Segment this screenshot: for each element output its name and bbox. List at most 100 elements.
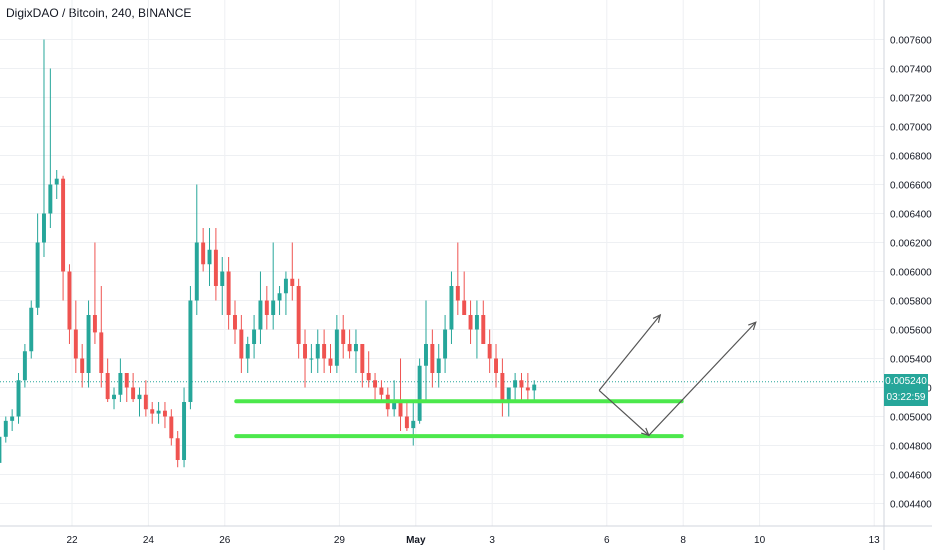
candle-body	[67, 271, 72, 330]
candle	[424, 300, 428, 402]
candle-body	[42, 213, 46, 243]
candle	[3, 416, 8, 443]
candle-body	[258, 300, 263, 330]
candle-body	[347, 344, 352, 352]
candle-body	[398, 402, 403, 417]
candle-body	[131, 387, 136, 400]
candle	[462, 271, 467, 315]
candle-body	[233, 315, 237, 330]
candle-body	[175, 438, 180, 460]
candle	[156, 402, 161, 424]
candle-body	[290, 278, 295, 286]
candle	[175, 431, 180, 468]
x-tick-label: 6	[604, 535, 610, 546]
projection-arrow	[598, 314, 661, 391]
candle	[430, 329, 435, 388]
candle	[239, 315, 244, 373]
candle-body	[334, 329, 339, 366]
grid-layer	[0, 0, 884, 526]
candle	[500, 358, 505, 417]
candle	[366, 351, 371, 388]
candle-body	[143, 394, 148, 410]
candle	[42, 39, 46, 257]
candle-body	[277, 293, 282, 301]
candle-body	[392, 402, 397, 410]
y-tick-label: 0.005400	[890, 355, 932, 366]
candle	[392, 380, 397, 417]
candle-body	[455, 286, 460, 301]
candle-body	[264, 300, 269, 315]
candle	[194, 184, 199, 315]
candle-body	[118, 373, 123, 395]
candle-layer	[0, 39, 537, 468]
candle	[474, 300, 479, 359]
candle-body	[474, 315, 479, 330]
candle	[373, 373, 378, 402]
candle-body	[188, 300, 193, 402]
candle-body	[532, 384, 537, 391]
candle	[334, 315, 339, 373]
drawing-layer	[234, 313, 757, 439]
candle-body	[443, 329, 448, 359]
candle-body	[360, 344, 365, 373]
candle-body	[61, 178, 66, 272]
candle	[16, 373, 21, 424]
candle-body	[424, 344, 428, 366]
candle	[220, 257, 225, 315]
candle	[277, 286, 282, 315]
chart-title: DigixDAO / Bitcoin, 240, BINANCE	[6, 6, 192, 20]
candle-body	[0, 436, 2, 463]
y-tick-label: 0.005600	[890, 326, 932, 337]
candle-body	[373, 380, 378, 388]
candle-body	[494, 358, 498, 373]
candle	[10, 409, 15, 431]
candle-body	[283, 278, 288, 294]
x-tick-label: 29	[334, 535, 346, 546]
candle-body	[213, 249, 218, 286]
candle-body	[271, 300, 276, 315]
candle-body	[417, 365, 422, 421]
candle	[494, 344, 498, 388]
candle-body	[48, 184, 53, 214]
candle	[201, 228, 206, 272]
arrow-head	[748, 321, 757, 331]
candle	[207, 228, 212, 286]
candle	[22, 344, 27, 388]
candle	[290, 242, 295, 301]
x-tick-label: 10	[754, 535, 766, 546]
candle	[353, 329, 358, 373]
candle	[252, 315, 257, 359]
y-tick-label: 0.004400	[890, 500, 932, 511]
candle-body	[169, 416, 174, 439]
candle	[303, 329, 307, 388]
candle-body	[80, 358, 85, 373]
candle	[35, 213, 40, 315]
candle	[443, 315, 448, 373]
x-tick-label: 22	[66, 535, 78, 546]
candle-body	[226, 271, 231, 315]
candle	[0, 436, 2, 463]
y-tick-label: 0.005800	[890, 297, 932, 308]
candle-body	[303, 344, 307, 359]
candle-body	[525, 387, 530, 391]
candle	[150, 402, 155, 424]
candle	[54, 170, 59, 199]
candle	[169, 409, 174, 446]
candle-body	[322, 344, 327, 359]
candle-body	[506, 387, 511, 402]
candle	[162, 402, 167, 429]
candle-body	[245, 344, 250, 359]
candle	[137, 387, 142, 417]
y-tick-label: 0.006200	[890, 239, 932, 250]
y-tick-label: 0.007200	[890, 94, 932, 105]
y-tick-label: 0.006600	[890, 181, 932, 192]
candle	[296, 278, 301, 359]
candle	[112, 387, 116, 410]
candle-body	[92, 315, 97, 333]
candle	[48, 68, 53, 228]
candle	[379, 380, 384, 402]
candle	[80, 344, 85, 388]
candle	[61, 175, 66, 301]
